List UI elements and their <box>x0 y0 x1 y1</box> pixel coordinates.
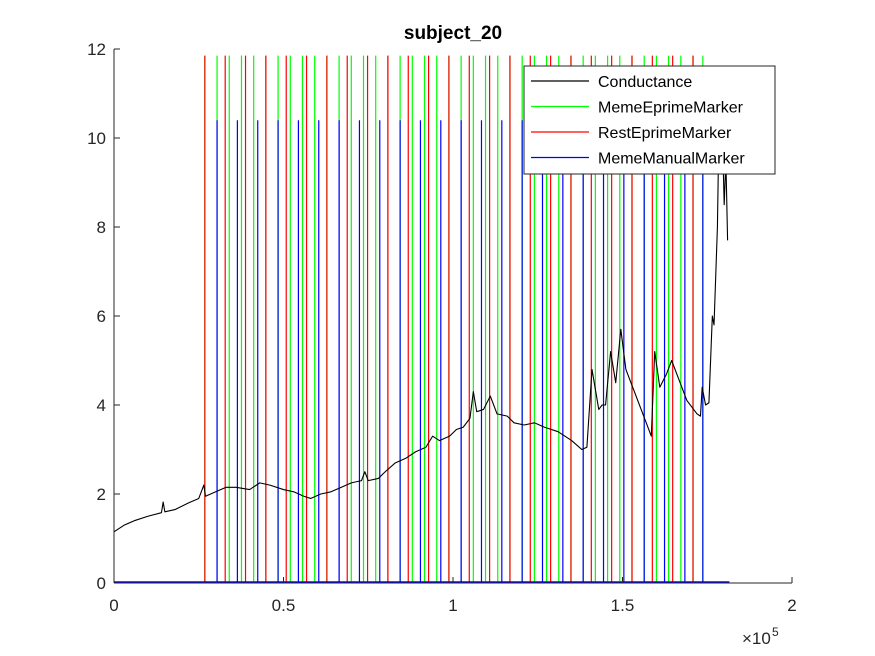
series-line-conductance <box>113 115 729 533</box>
y-tick-label-4: 8 <box>97 218 106 237</box>
x-exponent-power: 5 <box>772 625 779 639</box>
y-tick-label-1: 2 <box>97 485 106 504</box>
x-tick-label-1: 0.5 <box>272 596 296 615</box>
x-tick-label-2: 1 <box>448 596 457 615</box>
conductance-layer <box>113 115 729 533</box>
legend: Conductance MemeEprimeMarker RestEprimeMar… <box>523 65 776 175</box>
legend-label-conductance: Conductance <box>598 74 692 91</box>
x-tick-label-3: 1.5 <box>611 596 635 615</box>
tick-labels: 0 0.5 1 1.5 2 0 2 4 6 8 10 12 <box>87 40 797 615</box>
chart-title: subject_20 <box>404 23 502 44</box>
y-tick-label-6: 12 <box>87 40 106 59</box>
legend-items: Conductance MemeEprimeMarker RestEprimeMar… <box>531 74 745 168</box>
x-tick-label-4: 2 <box>787 596 796 615</box>
y-tick-label-5: 10 <box>87 129 106 148</box>
x-tick-label-0: 0 <box>109 596 118 615</box>
y-tick-label-2: 4 <box>97 396 106 415</box>
legend-box <box>523 65 776 175</box>
axes <box>113 48 793 584</box>
x-exponent-base: ×10 <box>742 629 771 648</box>
legend-label-memeeprimemarker: MemeEprimeMarker <box>598 100 744 117</box>
legend-label-resteprimemarker: RestEprimeMarker <box>598 125 732 142</box>
legend-label-mememanualmarker: MemeManualMarker <box>598 151 745 168</box>
y-tick-label-3: 6 <box>97 307 106 326</box>
y-tick-label-0: 0 <box>97 574 106 593</box>
